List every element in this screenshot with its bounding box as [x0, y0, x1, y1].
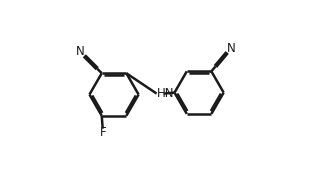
Text: F: F	[99, 126, 106, 139]
Text: N: N	[226, 42, 235, 55]
Text: N: N	[76, 45, 85, 58]
Text: HN: HN	[157, 87, 174, 100]
